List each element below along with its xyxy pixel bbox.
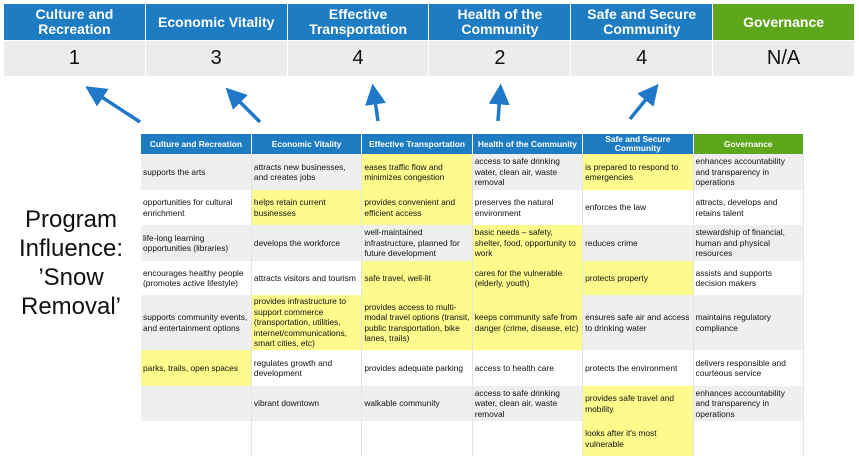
table-row: looks after it's most vulnerable: [141, 421, 805, 456]
table-cell: stewardship of financial, human and phys…: [693, 225, 805, 261]
summary-score: 1: [4, 40, 146, 76]
program-influence-label: Program Influence: ’Snow Removal’: [6, 205, 136, 321]
table-cell: cares for the vulnerable (elderly, youth…: [472, 261, 584, 295]
table-cell: reduces crime: [582, 225, 694, 261]
table-cell: maintains regulatory compliance: [693, 295, 805, 350]
arrow-icon: [488, 83, 510, 122]
summary-score: 3: [145, 40, 288, 76]
table-cell: well-maintained infrastructure, planned …: [361, 225, 473, 261]
table-row: supports the arts attracts new businesses…: [141, 154, 805, 190]
summary-header: Safe and Secure Community: [571, 4, 714, 40]
table-cell: supports community events, and entertain…: [141, 295, 252, 350]
table-cell: [141, 421, 252, 456]
table-cell: ensures safe air and access to drinking …: [582, 295, 694, 350]
label-line: Influence:: [18, 235, 124, 262]
column-header: Economic Vitality: [251, 134, 363, 154]
table-cell: helps retain current businesses: [251, 190, 363, 225]
arrow-icon: [225, 87, 262, 124]
table-cell: preserves the natural environment: [472, 190, 584, 225]
table-row: opportunities for cultural enrichment hel…: [141, 190, 805, 225]
summary-header: Culture and Recreation: [4, 4, 146, 40]
table-cell: regulates growth and development: [251, 350, 363, 386]
table-cell: delivers responsible and courteous servi…: [693, 350, 805, 386]
table-cell: enforces the law: [582, 190, 694, 225]
table-cell: enhances accountability and transparency…: [693, 386, 805, 421]
summary-score: 2: [429, 40, 572, 76]
table-cell: assists and supports decision makers: [693, 261, 805, 295]
table-cell: [361, 421, 473, 456]
table-cell: provides access to multi-modal travel op…: [361, 295, 473, 350]
column-header: Effective Transportation: [361, 134, 473, 154]
label-line: Removal’: [20, 293, 122, 320]
table-cell: attracts new businesses, and creates job…: [251, 154, 363, 190]
table-cell: [141, 386, 252, 421]
summary-header: Governance: [713, 4, 855, 40]
table-row: supports community events, and entertain…: [141, 295, 805, 350]
table-row: encourages healthy people (promotes acti…: [141, 261, 805, 295]
table-cell: keeps community safe from danger (crime,…: [472, 295, 584, 350]
table-cell: [693, 421, 805, 456]
table-cell: vibrant downtown: [251, 386, 363, 421]
summary-score: N/A: [713, 40, 855, 76]
table-cell: life-long learning opportunities (librar…: [141, 225, 252, 261]
table-cell: parks, trails, open spaces: [141, 350, 252, 386]
arrow-icon: [628, 83, 659, 121]
table-cell: enhances accountability and transparency…: [693, 154, 805, 190]
table-cell: protects the environment: [582, 350, 694, 386]
label-line: ’Snow: [38, 264, 104, 291]
table-cell: [472, 421, 584, 456]
table-cell: looks after it's most vulnerable: [582, 421, 694, 456]
table-cell: supports the arts: [141, 154, 252, 190]
arrow-icon: [85, 86, 141, 124]
table-cell: provides adequate parking: [361, 350, 473, 386]
column-header: Health of the Community: [472, 134, 584, 154]
criteria-table: Culture and Recreation Economic Vitality E…: [141, 134, 805, 456]
score-summary: Culture and Recreation Economic Vitality E…: [4, 4, 855, 76]
table-cell: [251, 421, 363, 456]
table-cell: eases traffic flow and minimizes congest…: [361, 154, 473, 190]
summary-header: Economic Vitality: [145, 4, 288, 40]
table-cell: provides convenient and efficient access: [361, 190, 473, 225]
table-cell: attracts visitors and tourism: [251, 261, 363, 295]
label-line: Program: [24, 206, 118, 233]
column-header: Culture and Recreation: [141, 134, 252, 154]
summary-score: 4: [571, 40, 714, 76]
summary-header: Health of the Community: [429, 4, 572, 40]
table-cell: opportunities for cultural enrichment: [141, 190, 252, 225]
table-cell: access to health care: [472, 350, 584, 386]
table-cell: provides infrastructure to support comme…: [251, 295, 363, 350]
table-cell: provides safe travel and mobility: [582, 386, 694, 421]
table-cell: safe travel, well-lit: [361, 261, 473, 295]
arrow-icon: [365, 83, 386, 122]
table-cell: access to safe drinking water, clean air…: [472, 154, 584, 190]
table-row: vibrant downtown walkable community access…: [141, 386, 805, 421]
summary-score: 4: [287, 40, 430, 76]
table-cell: encourages healthy people (promotes acti…: [141, 261, 252, 295]
table-header-row: Culture and Recreation Economic Vitality E…: [141, 134, 805, 154]
table-row: life-long learning opportunities (librar…: [141, 225, 805, 261]
table-cell: is prepared to respond to emergencies: [582, 154, 694, 190]
table-cell: attracts, develops and retains talent: [693, 190, 805, 225]
table-cell: protects property: [582, 261, 694, 295]
table-cell: access to safe drinking water, clean air…: [472, 386, 584, 421]
table-cell: develops the workforce: [251, 225, 363, 261]
summary-header: Effective Transportation: [287, 4, 430, 40]
table-row: parks, trails, open spaces regulates grow…: [141, 350, 805, 386]
column-header: Safe and Secure Community: [582, 134, 694, 154]
table-cell: walkable community: [361, 386, 473, 421]
column-header: Governance: [693, 134, 805, 154]
table-cell: basic needs – safety, shelter, food, opp…: [472, 225, 584, 261]
